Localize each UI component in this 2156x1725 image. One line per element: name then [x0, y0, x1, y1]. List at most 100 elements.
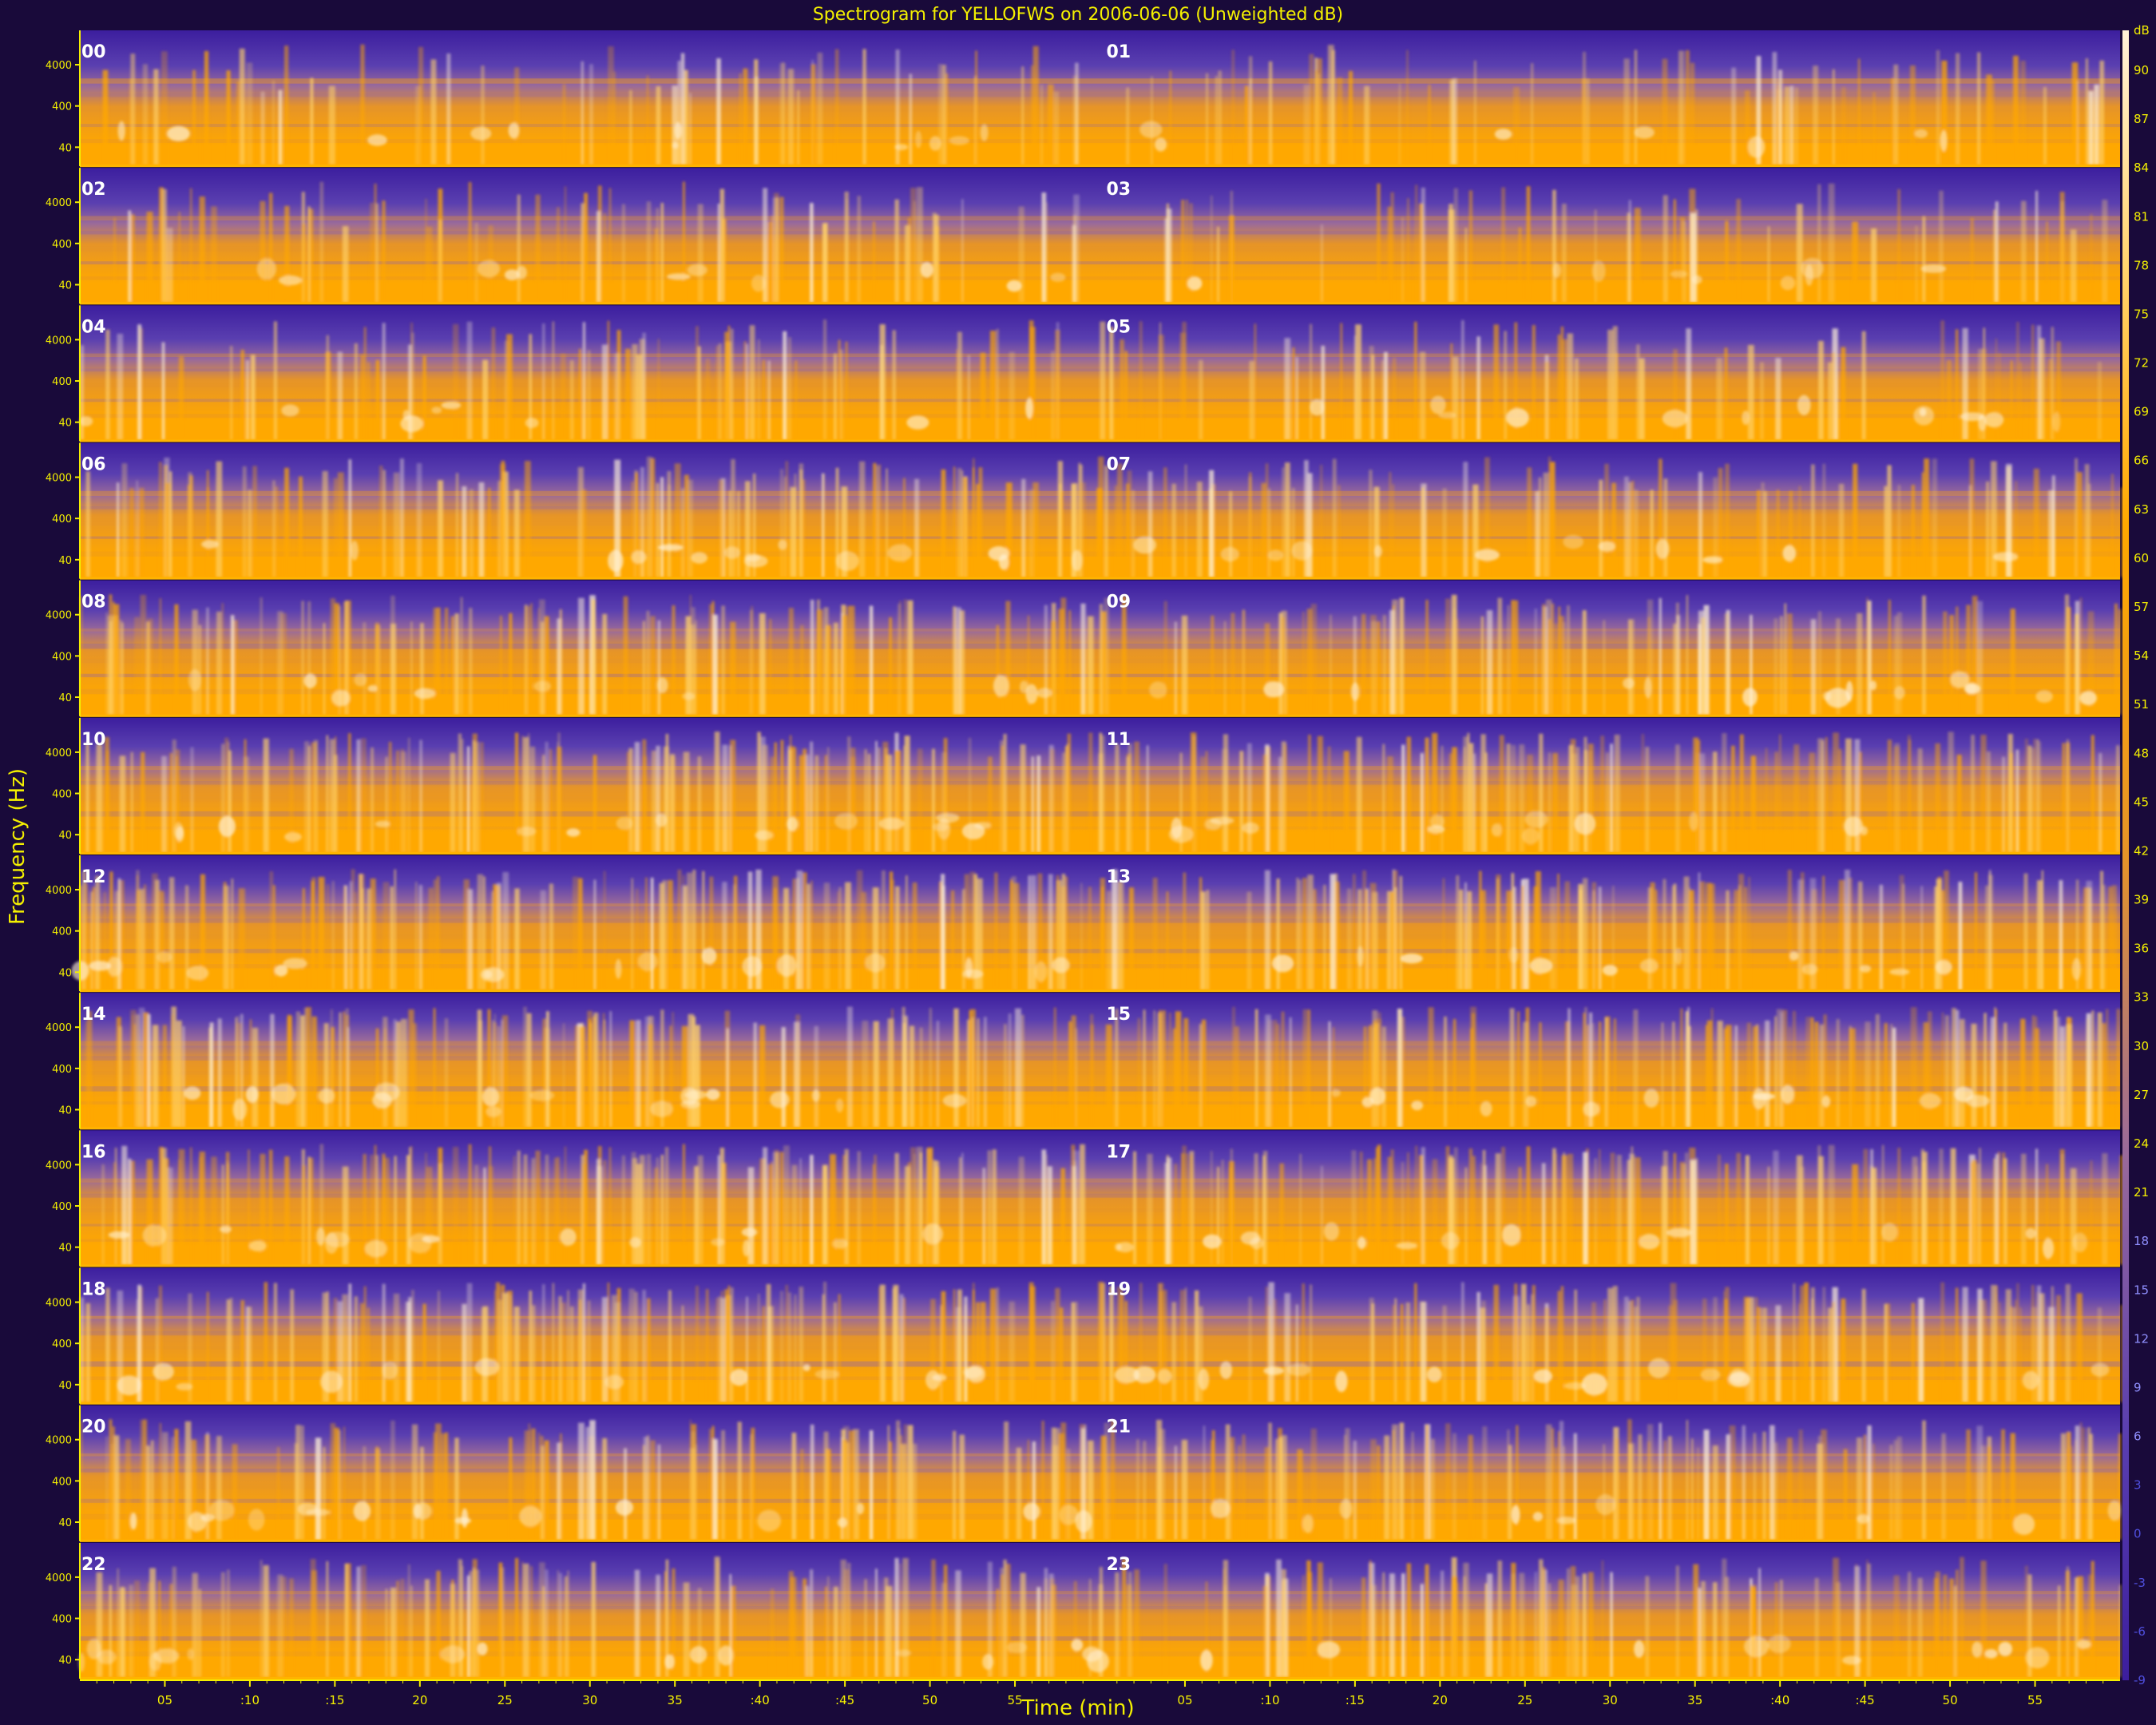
activity-streak	[894, 1152, 899, 1265]
activity-streak	[1673, 199, 1676, 303]
activity-streak	[694, 1444, 698, 1540]
hour-label: 06	[81, 455, 106, 475]
activity-streak	[1351, 1150, 1357, 1265]
activity-blob	[1689, 811, 1698, 831]
activity-streak	[499, 464, 506, 577]
activity-blob	[1843, 816, 1864, 837]
activity-streak	[1399, 1422, 1405, 1540]
activity-streak	[1369, 1560, 1372, 1677]
activity-streak	[363, 622, 367, 715]
activity-streak	[460, 597, 463, 715]
activity-streak	[895, 886, 900, 990]
activity-streak	[268, 192, 273, 303]
activity-streak	[1703, 1430, 1710, 1540]
activity-streak	[191, 1439, 197, 1540]
activity-streak	[1534, 1572, 1537, 1677]
activity-streak	[1675, 1565, 1679, 1677]
activity-streak	[101, 1164, 105, 1265]
activity-streak	[161, 188, 167, 303]
activity-blob	[865, 953, 886, 973]
activity-blob	[1052, 957, 1070, 974]
activity-streak	[542, 755, 545, 852]
activity-streak	[697, 1588, 702, 1677]
activity-streak	[319, 181, 324, 303]
activity-streak	[1527, 467, 1532, 577]
activity-streak	[631, 481, 634, 577]
activity-streak	[2075, 458, 2078, 577]
activity-streak	[1005, 601, 1011, 715]
activity-streak	[1789, 85, 1794, 165]
activity-streak	[564, 1146, 567, 1265]
activity-streak	[1818, 340, 1824, 440]
activity-streak	[1476, 336, 1480, 440]
colorbar-tick-label: 18	[2134, 1234, 2149, 1248]
activity-streak	[468, 1144, 472, 1265]
panel-row: 20 21	[80, 1405, 2122, 1542]
activity-streak	[681, 1305, 684, 1402]
frequency-tick-label: 40	[58, 1517, 72, 1529]
activity-streak	[1480, 616, 1484, 715]
activity-streak	[1767, 226, 1770, 303]
activity-streak	[461, 739, 464, 852]
activity-streak	[1659, 597, 1662, 715]
activity-streak	[697, 204, 703, 303]
activity-streak	[1016, 1447, 1022, 1540]
activity-streak	[2086, 1018, 2090, 1128]
activity-streak	[175, 749, 180, 852]
colorbar-tick-label: 15	[2134, 1283, 2149, 1297]
activity-streak	[1800, 872, 1805, 990]
activity-streak	[1583, 736, 1587, 852]
activity-streak	[330, 598, 336, 715]
activity-streak	[668, 485, 671, 577]
activity-streak	[1873, 1443, 1875, 1540]
activity-streak	[1689, 890, 1694, 990]
activity-blob	[1984, 1649, 1998, 1659]
time-tick-label: 25	[497, 1693, 513, 1707]
activity-streak	[646, 610, 650, 715]
activity-streak	[803, 1578, 807, 1677]
activity-streak	[1211, 1151, 1213, 1265]
time-tick-label: 35	[668, 1693, 683, 1707]
activity-streak	[1377, 1144, 1381, 1265]
time-tick-label: 05	[1177, 1693, 1192, 1707]
activity-streak	[1941, 60, 1948, 165]
activity-streak	[2102, 885, 2106, 990]
activity-streak	[231, 878, 233, 990]
activity-streak	[1126, 756, 1129, 852]
activity-streak	[469, 1571, 473, 1677]
activity-streak	[136, 480, 138, 577]
activity-streak	[656, 745, 660, 852]
activity-streak	[497, 1026, 501, 1128]
activity-streak	[1071, 1302, 1076, 1402]
activity-streak	[1997, 1152, 2000, 1265]
activity-streak	[436, 876, 440, 990]
activity-streak	[302, 224, 306, 303]
activity-blob	[1286, 1363, 1310, 1376]
activity-streak	[198, 625, 201, 715]
activity-streak	[1805, 1017, 1812, 1128]
activity-streak	[1205, 751, 1208, 852]
activity-blob	[188, 668, 202, 692]
activity-streak	[1739, 734, 1744, 852]
activity-streak	[178, 212, 180, 303]
activity-streak	[751, 605, 753, 715]
activity-streak	[513, 1156, 516, 1265]
activity-streak	[1189, 1155, 1193, 1265]
activity-streak	[996, 625, 999, 715]
activity-streak	[1179, 752, 1183, 852]
activity-blob	[2052, 411, 2061, 432]
activity-streak	[295, 1011, 301, 1128]
activity-blob	[1529, 958, 1553, 974]
activity-streak	[2071, 1445, 2073, 1540]
activity-streak	[1574, 1289, 1577, 1402]
activity-blob	[108, 1231, 130, 1239]
activity-streak	[1496, 874, 1501, 990]
activity-streak	[1854, 1566, 1861, 1677]
activity-blob	[1025, 398, 1033, 419]
activity-streak	[1031, 756, 1034, 852]
activity-streak	[2075, 613, 2079, 715]
activity-streak	[172, 740, 176, 852]
activity-streak	[739, 73, 742, 165]
hour-label: 17	[1107, 1142, 1132, 1162]
activity-streak	[1162, 1010, 1166, 1128]
